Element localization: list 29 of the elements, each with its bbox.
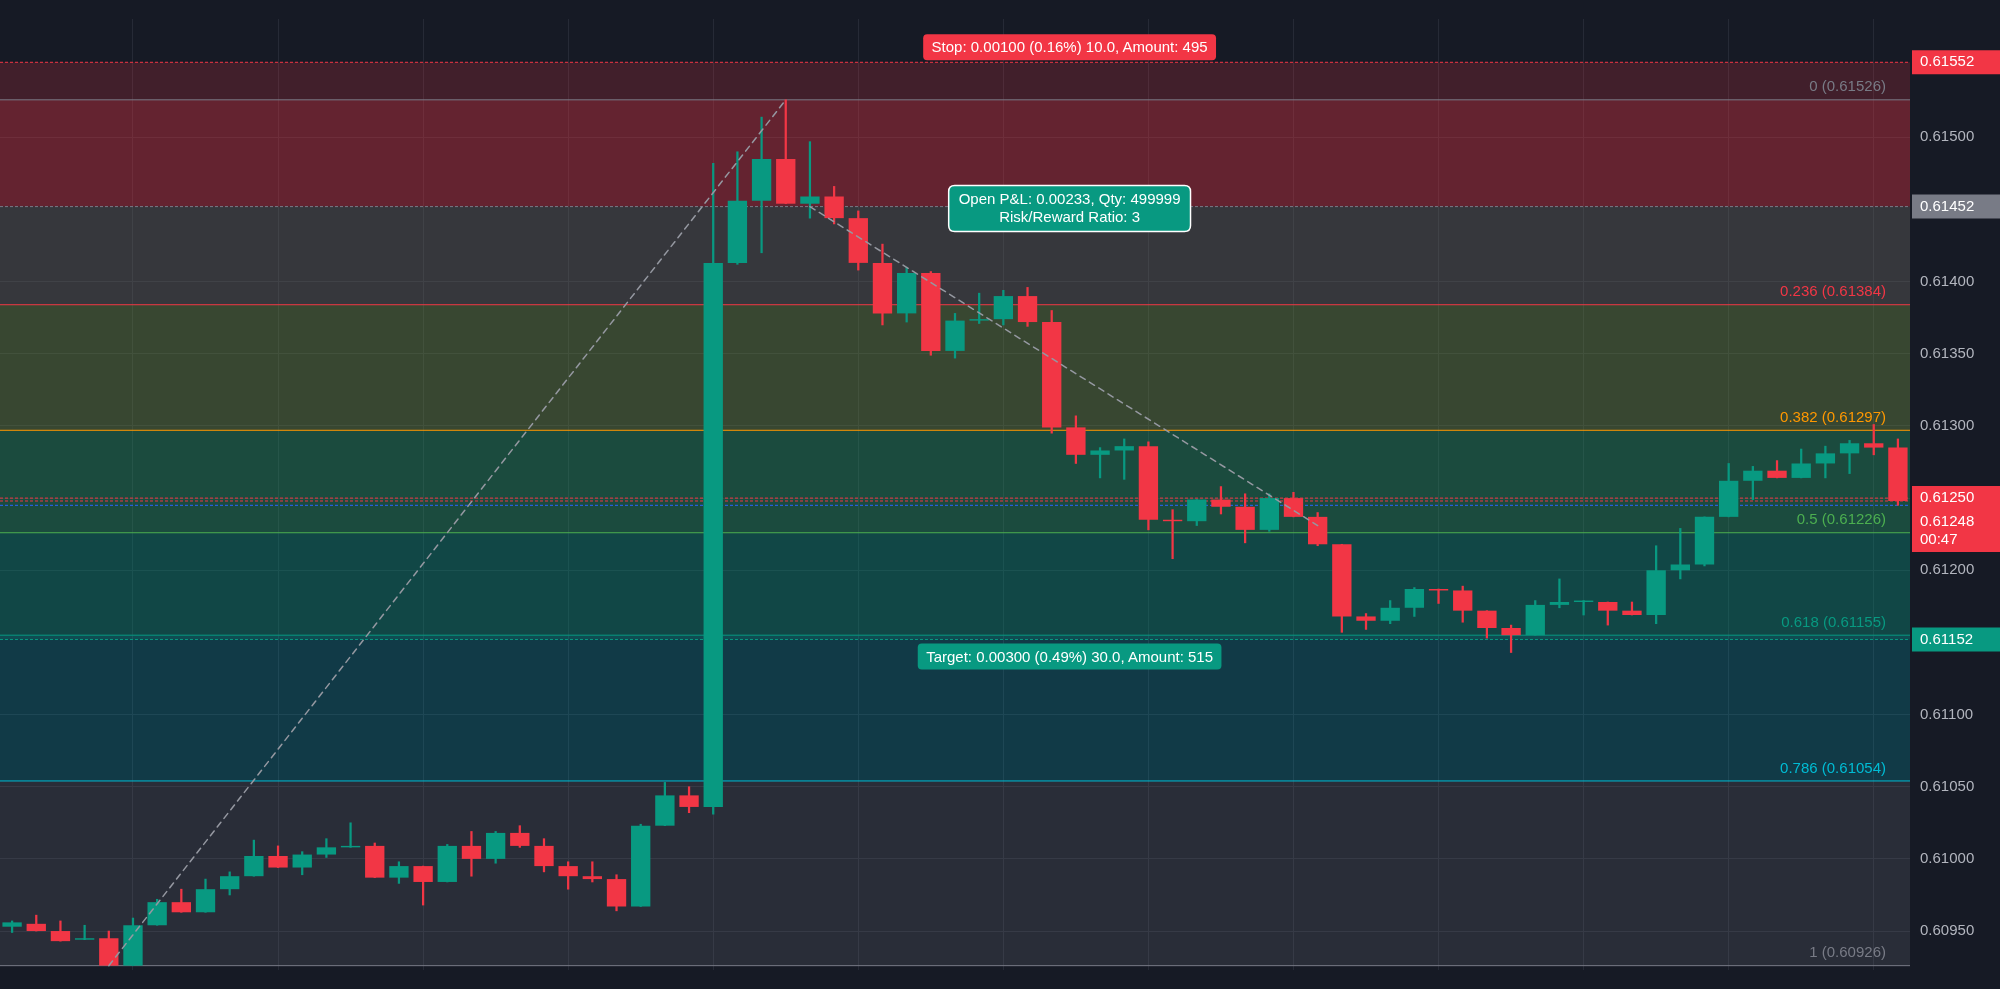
y-tick-label: 0.61050 bbox=[1920, 776, 1975, 794]
y-tick-label: 0.61400 bbox=[1920, 271, 1975, 289]
y-tick-label: 0.61000 bbox=[1920, 849, 1975, 867]
ref-line-label: 0.5 (0.61226) bbox=[1796, 510, 1886, 528]
y-tick-label: 0.60950 bbox=[1920, 921, 1975, 939]
candlestick bbox=[1549, 578, 1570, 609]
band-label: Target: 0.00300 (0.49%) 30.0, Amount: 515 bbox=[926, 647, 1214, 665]
ref-line-label: 0.786 (0.61054) bbox=[1780, 758, 1886, 776]
candlestick bbox=[461, 831, 482, 877]
ref-line-label: 0.61248 00:47 bbox=[1920, 512, 1975, 548]
ref-line-label: 0.382 (0.61297) bbox=[1780, 407, 1886, 425]
candlestick bbox=[1815, 445, 1836, 479]
ref-line-label: 0.61152 bbox=[1920, 629, 1974, 647]
candlestick bbox=[74, 924, 95, 941]
annotation: Open P&L: 0.00233, Qty: 499999 Risk/Reward Ratio: 3 bbox=[958, 189, 1181, 225]
ref-line-label: 0 (0.61526) bbox=[1809, 77, 1886, 95]
band-label: Stop: 0.00100 (0.16%) 10.0, Amount: 495 bbox=[931, 38, 1208, 56]
y-tick-label: 0.61200 bbox=[1920, 560, 1975, 578]
ref-line-label: 1 (0.60926) bbox=[1809, 943, 1886, 961]
candlestick bbox=[1839, 440, 1860, 474]
y-tick-label: 0.61100 bbox=[1920, 704, 1974, 722]
ref-line-label: 0.618 (0.61155) bbox=[1781, 612, 1886, 630]
y-tick-label: 0.61350 bbox=[1920, 343, 1975, 361]
ref-line-label: 0.236 (0.61384) bbox=[1780, 282, 1886, 300]
y-tick-label: 0.61300 bbox=[1920, 416, 1975, 434]
ref-line-label: 0.61552 bbox=[1920, 52, 1975, 70]
y-tick-label: 0.61500 bbox=[1920, 127, 1975, 145]
ref-line-label: 0.61250 bbox=[1920, 488, 1975, 506]
ref-line-label: 0.61452 bbox=[1920, 196, 1975, 214]
